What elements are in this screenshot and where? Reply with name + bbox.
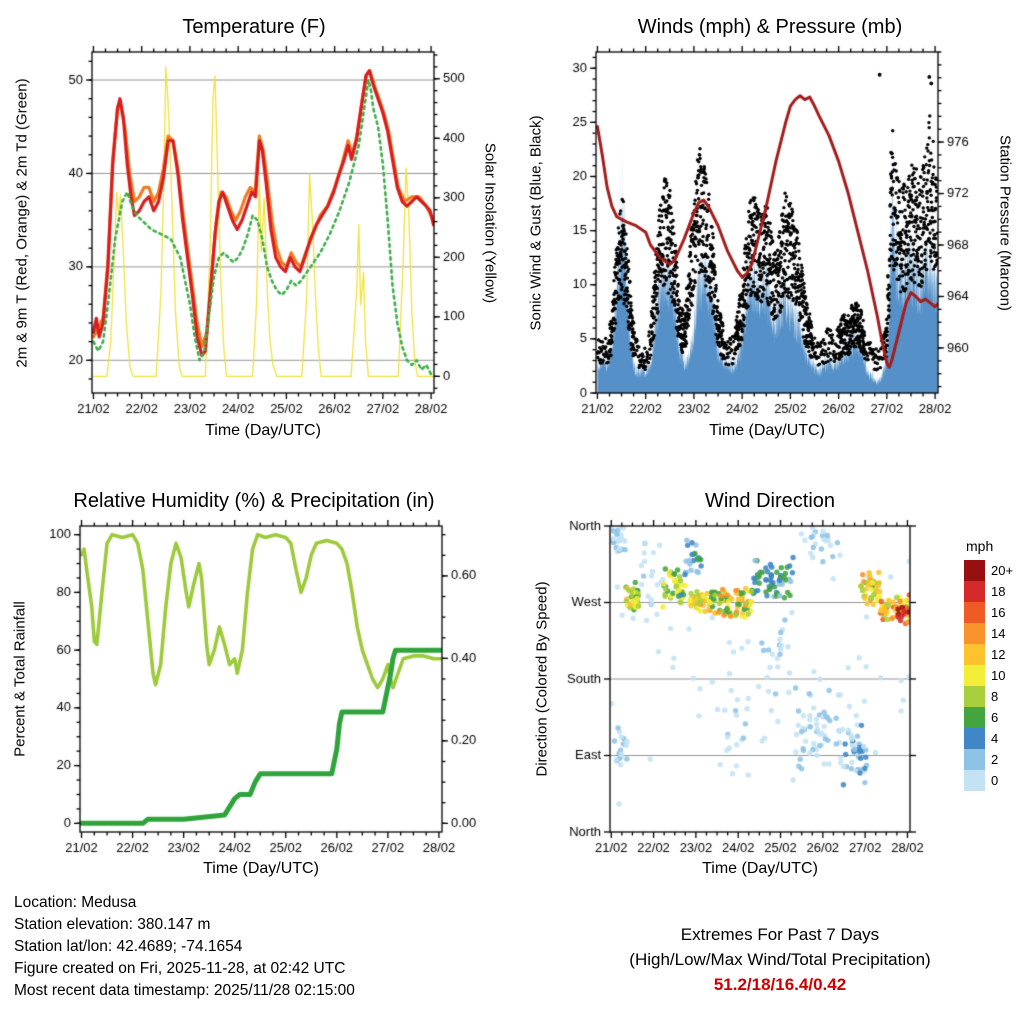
extremes-values: 51.2/18/16.4/0.42 [713,975,847,994]
footer-location: Location: Medusa [14,894,137,911]
colorbar-row: 20+ [964,560,1013,581]
extremes-summary: Extremes For Past 7 Days (High/Low/Max W… [560,922,1000,997]
extremes-heading: Extremes For Past 7 Days [680,925,880,944]
winds-pressure-chart-title: Winds (mph) & Pressure (mb) [637,16,903,38]
wind-direction-chart-title: Wind Direction [704,490,836,512]
temperature-right-axis-label: Solar Insolation (Yellow) [481,142,499,304]
colorbar-swatch [964,623,985,644]
temperature-chart-canvas [2,4,506,459]
colorbar-label: 6 [991,710,999,725]
winds-left-axis-label: Sonic Wind & Gust (Blue, Black) [527,115,545,331]
winds-pressure-chart-canvas [518,4,1022,459]
colorbar-swatch [964,686,985,707]
wind-direction-x-axis-label: Time (Day/UTC) [702,860,818,877]
colorbar-row: 18 [964,581,1013,602]
colorbar-label: 14 [991,626,1006,641]
colorbar-label: 0 [991,773,999,788]
station-footer: Location: Medusa Station elevation: 380.… [14,892,355,1002]
temperature-chart: Temperature (F) 2m & 9m T (Red, Orange) … [2,4,506,462]
colorbar-swatch [964,770,985,791]
colorbar-swatch [964,749,985,770]
wind-direction-left-axis-label: Direction (Colored By Speed) [533,581,551,777]
winds-pressure-chart: Winds (mph) & Pressure (mb) Sonic Wind &… [518,4,1022,462]
footer-created: Figure created on Fri, 2025-11-28, at 02… [14,960,346,977]
rh-precip-chart-canvas [2,478,506,898]
footer-timestamp: Most recent data timestamp: 2025/11/28 0… [14,982,355,999]
rh-precip-chart: Relative Humidity (%) & Precipitation (i… [2,478,506,900]
colorbar-row: 0 [964,770,1013,791]
colorbar-row: 14 [964,623,1013,644]
speed-colorbar: 20+ 18 16 14 12 10 8 6 4 2 0 [964,560,1013,791]
footer-latlon: Station lat/lon: 42.4689; -74.1654 [14,938,243,955]
colorbar-label: 18 [991,584,1006,599]
colorbar-swatch [964,644,985,665]
colorbar-swatch [964,560,985,581]
extremes-subheading: (High/Low/Max Wind/Total Precipitation) [629,950,931,969]
footer-elevation: Station elevation: 380.147 m [14,916,211,933]
pressure-right-axis-label: Station Pressure (Maroon) [996,135,1014,311]
temperature-chart-title: Temperature (F) [182,16,326,38]
colorbar-row: 2 [964,749,1013,770]
wind-direction-chart-canvas [518,478,1022,898]
colorbar-swatch [964,602,985,623]
colorbar-row: 16 [964,602,1013,623]
rh-x-axis-label: Time (Day/UTC) [203,860,319,877]
temperature-x-axis-label: Time (Day/UTC) [205,422,321,439]
colorbar-label: 10 [991,668,1006,683]
colorbar-row: 12 [964,644,1013,665]
rh-precip-chart-title: Relative Humidity (%) & Precipitation (i… [73,490,435,512]
colorbar-swatch [964,707,985,728]
colorbar-label: 16 [991,605,1006,620]
colorbar-row: 10 [964,665,1013,686]
colorbar-label: 12 [991,647,1006,662]
rh-left-axis-label: Percent & Total Rainfall [11,601,29,757]
colorbar-swatch [964,728,985,749]
winds-x-axis-label: Time (Day/UTC) [709,422,825,439]
colorbar-label: 4 [991,731,999,746]
colorbar-row: 4 [964,728,1013,749]
wind-direction-chart: Wind Direction Direction (Colored By Spe… [518,478,1022,900]
colorbar-swatch [964,581,985,602]
colorbar-label: 8 [991,689,999,704]
colorbar-row: 6 [964,707,1013,728]
colorbar-label: 20+ [991,563,1014,578]
colorbar-label: 2 [991,752,999,767]
colorbar-row: 8 [964,686,1013,707]
temperature-left-axis-label: 2m & 9m T (Red, Orange) & 2m Td (Green) [13,78,31,368]
colorbar-title: mph [966,538,994,554]
colorbar-swatch [964,665,985,686]
